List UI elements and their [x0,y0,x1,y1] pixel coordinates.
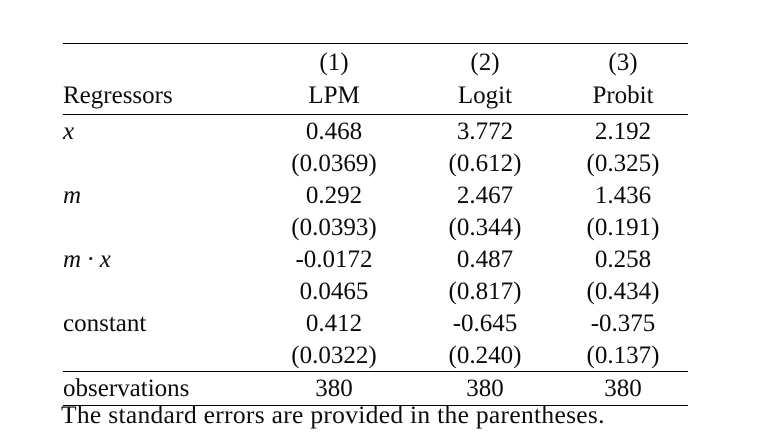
row-label: constant [63,309,147,337]
coef-row-m: m 0.292 2.467 1.436 [63,179,688,211]
coef-cell: -0.375 [590,309,656,337]
se-cell: (0.0322) [291,341,377,369]
column-header-probit: Probit [558,77,688,115]
model-number-3: (3) [608,49,638,76]
observations-cell: 380 [412,371,558,406]
row-label: m · x [63,245,111,273]
regressors-header: Regressors [63,77,256,115]
coef-cell: 0.468 [305,117,363,145]
se-row-constant: (0.0322) (0.240) (0.137) [63,339,688,372]
se-row-m: (0.0393) (0.344) (0.191) [63,211,688,243]
coef-cell: 0.292 [305,181,363,209]
model-number-2: (2) [470,49,500,76]
column-header-logit: Logit [412,77,558,115]
se-row-x: (0.0369) (0.612) (0.325) [63,147,688,179]
coef-row-x: x 0.468 3.772 2.192 [63,115,688,148]
observations-label: observations [63,371,256,406]
coef-cell: 0.412 [305,309,363,337]
coef-cell: 3.772 [456,117,514,145]
row-label [63,211,256,243]
se-cell: (0.434) [586,277,660,305]
regression-table: (1) (2) (3) Regressors LPM Logit Probit … [63,43,688,406]
se-cell: (0.137) [586,341,660,369]
row-label [63,147,256,179]
se-cell: (0.0369) [291,149,377,177]
coef-cell: 2.467 [456,181,514,209]
coef-row-mx: m · x -0.0172 0.487 0.258 [63,243,688,275]
footnote: The standard errors are provided in the … [61,400,605,429]
observations-row: observations 380 380 380 [63,371,688,406]
column-header-row: Regressors LPM Logit Probit [63,77,688,115]
observations-cell: 380 [256,371,412,406]
coef-cell: 1.436 [594,181,652,209]
row-label [63,275,256,307]
coef-cell: 0.487 [456,245,514,273]
se-row-mx: 0.0465 (0.817) (0.434) [63,275,688,307]
se-cell: 0.0465 [299,277,369,305]
model-number-1: (1) [319,49,349,76]
row-label [63,339,256,372]
coef-cell: 2.192 [594,117,652,145]
row-label: x [63,117,75,145]
empty-header-cell [63,44,256,78]
row-label: m [63,181,82,209]
observations-cell: 380 [558,371,688,406]
se-cell: (0.344) [448,213,522,241]
se-cell: (0.817) [448,277,522,305]
coef-cell: 0.258 [594,245,652,273]
se-cell: (0.325) [586,149,660,177]
se-cell: (0.612) [448,149,522,177]
se-cell: (0.0393) [291,213,377,241]
coef-cell: -0.0172 [295,245,373,273]
coef-cell: -0.645 [452,309,518,337]
coef-row-constant: constant 0.412 -0.645 -0.375 [63,307,688,339]
model-number-row: (1) (2) (3) [63,44,688,78]
se-cell: (0.191) [586,213,660,241]
column-header-lpm: LPM [256,77,412,115]
results-table: (1) (2) (3) Regressors LPM Logit Probit … [63,43,688,406]
se-cell: (0.240) [448,341,522,369]
